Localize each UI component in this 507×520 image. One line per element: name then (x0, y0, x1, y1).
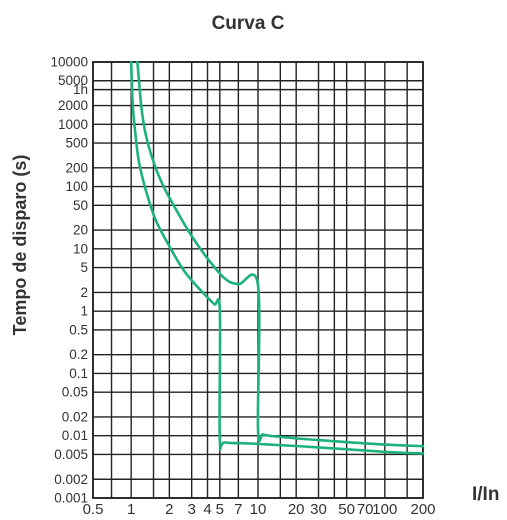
y-tick-label-12: 2 (80, 285, 88, 300)
curves (129, 60, 425, 455)
y-tick-label-18: 0.02 (62, 409, 88, 424)
y-tick-label-10: 10 (73, 241, 88, 256)
y-tick-label-5: 500 (65, 136, 88, 151)
x-tick-label-13: 200 (410, 501, 435, 518)
x-tick-label-7: 10 (250, 501, 267, 518)
y-tick-label-13: 1 (80, 304, 88, 319)
x-tick-label-10: 50 (338, 501, 355, 518)
y-tick-label-17: 0.05 (62, 385, 88, 400)
x-tick-label-6: 7 (234, 501, 242, 518)
y-tick-label-6: 200 (65, 160, 88, 175)
x-tick-label-3: 3 (188, 501, 196, 518)
x-tick-label-9: 30 (310, 501, 327, 518)
y-tick-label-3: 2000 (58, 98, 88, 113)
chart-title: Curva C (212, 13, 285, 34)
curve-upper (136, 60, 425, 448)
y-tick-label-15: 0.2 (69, 347, 88, 362)
x-tick-label-2: 2 (165, 501, 173, 518)
y-tick-label-21: 0.002 (54, 472, 88, 487)
x-tick-label-0: 0.5 (83, 501, 104, 518)
x-tick-label-4: 4 (203, 501, 211, 518)
x-axis-label: I/In (472, 484, 499, 505)
y-tick-label-7: 100 (65, 179, 88, 194)
y-tick-label-22: 0.001 (54, 491, 88, 506)
y-axis-label: Tempo de disparo (s) (10, 155, 30, 336)
curve-lower (129, 60, 425, 455)
y-tick-label-8: 50 (73, 198, 88, 213)
y-tick-label-9: 20 (73, 223, 88, 238)
y-tick-label-2: 1h (73, 82, 88, 97)
y-tick-label-19: 0.01 (62, 428, 88, 443)
y-tick-label-1: 5000 (58, 73, 88, 88)
y-tick-label-0: 10000 (50, 55, 88, 70)
x-tick-label-5: 5 (216, 501, 224, 518)
y-tick-label-4: 1000 (58, 117, 88, 132)
plot-frame (92, 61, 424, 499)
x-tick-label-8: 20 (288, 501, 305, 518)
y-tick-label-14: 0.5 (69, 322, 88, 337)
x-tick-label-12: 100 (372, 501, 397, 518)
x-tick-label-11: 70 (357, 501, 374, 518)
y-tick-label-11: 5 (80, 260, 88, 275)
y-tick-label-20: 0.005 (54, 447, 88, 462)
x-tick-label-1: 1 (127, 501, 135, 518)
y-tick-label-16: 0.1 (69, 366, 88, 381)
